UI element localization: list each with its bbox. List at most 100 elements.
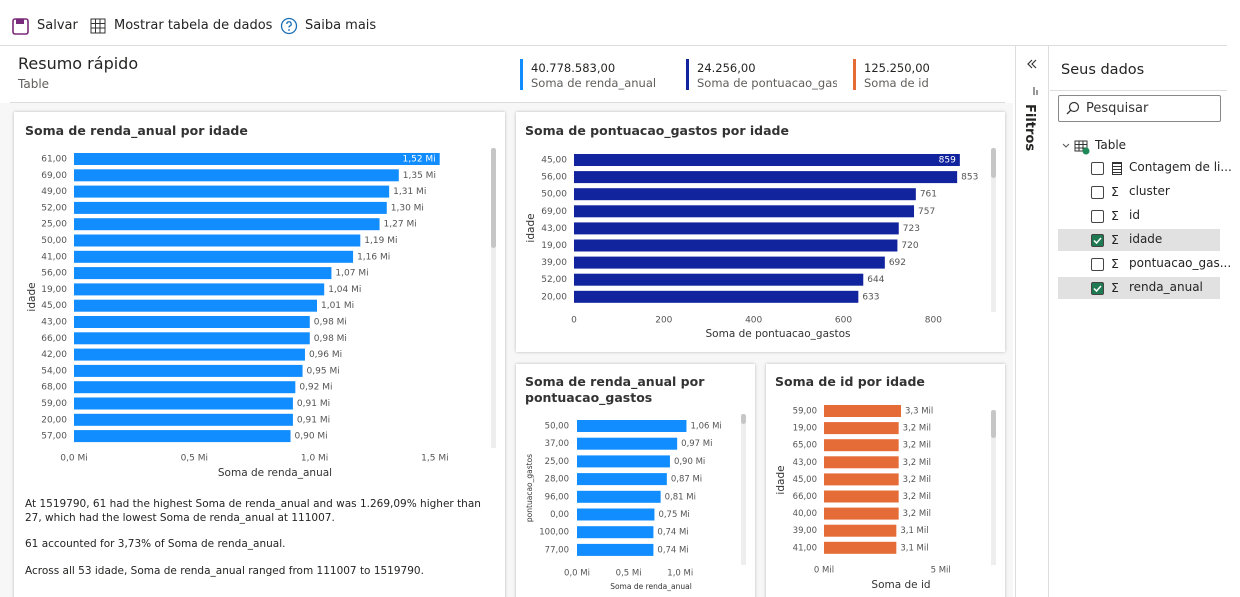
y-tick-label: 59,00: [793, 407, 817, 417]
bar: [74, 234, 361, 247]
table-node-icon[interactable]: [1061, 139, 1093, 155]
divider: [1050, 90, 1227, 91]
y-tick-label: 57,00: [41, 432, 67, 442]
table-icon[interactable]: [90, 18, 106, 34]
table-node[interactable]: Table: [1095, 138, 1127, 152]
field-name[interactable]: pontuacao_gas...: [1129, 256, 1232, 270]
checkbox[interactable]: [1091, 210, 1104, 223]
x-tick-label: 1,5 Mi: [421, 454, 448, 464]
search-box[interactable]: [1058, 95, 1221, 122]
checkbox[interactable]: [1091, 258, 1104, 271]
bar: [574, 171, 958, 184]
kpi-label: Soma de id: [864, 76, 929, 90]
checkbox[interactable]: [1091, 186, 1104, 199]
y-tick-label: 45,00: [41, 301, 67, 311]
checkbox[interactable]: [1091, 162, 1104, 175]
y-tick-label: 50,00: [41, 236, 67, 246]
field-icon: Σ: [1111, 208, 1119, 223]
narrative: 61 accounted for 3,73% of Soma de renda_…: [25, 538, 286, 550]
field-name[interactable]: renda_anual: [1129, 280, 1203, 294]
y-tick-label: 65,00: [793, 441, 817, 451]
help-icon[interactable]: [280, 17, 298, 35]
bar: [824, 422, 899, 435]
x-tick-label: 200: [655, 316, 672, 326]
scrollbar-thumb: [491, 148, 496, 248]
data-label: 644: [867, 275, 884, 285]
bar: [824, 405, 901, 417]
search-icon: [1066, 101, 1080, 115]
x-axis-title: Soma de renda_anual: [218, 467, 332, 479]
bar: [574, 154, 960, 166]
y-tick-label: 68,00: [41, 383, 67, 393]
x-tick-label: 400: [745, 316, 762, 326]
search-placeholder[interactable]: Pesquisar: [1086, 101, 1149, 116]
collapse-icon[interactable]: [1026, 58, 1038, 70]
y-tick-label: 41,00: [41, 252, 67, 262]
filters-label[interactable]: Filtros: [1022, 104, 1037, 152]
save-button[interactable]: Salvar: [37, 18, 78, 33]
field-name[interactable]: Contagem de li...: [1129, 160, 1232, 174]
data-label: 0,98 Mi: [314, 318, 347, 328]
bar: [74, 397, 293, 410]
bar: [824, 473, 899, 486]
data-label: 1,07 Mi: [335, 269, 368, 279]
bar: [74, 267, 332, 280]
data-label: 633: [862, 292, 879, 302]
data-label: 0,74 Mi: [657, 528, 688, 538]
field-name[interactable]: idade: [1129, 232, 1163, 246]
bar: [74, 413, 293, 426]
data-label: 761: [920, 190, 937, 200]
kpi-bar: [686, 59, 689, 90]
y-tick-label: 69,00: [541, 207, 567, 217]
x-tick-label: 0,5 Mi: [181, 454, 208, 464]
field-name[interactable]: cluster: [1129, 184, 1170, 198]
bar: [824, 490, 899, 503]
data-label: 692: [889, 258, 906, 268]
kpi-label: Soma de pontuacao_gastos: [697, 76, 837, 90]
y-tick-label: 52,00: [41, 203, 67, 213]
x-axis-title: Soma de pontuacao_gastos: [706, 328, 851, 340]
page-subtitle: Table: [18, 77, 50, 91]
y-tick-label: 45,00: [541, 156, 567, 166]
y-tick-label: 100,00: [539, 528, 569, 538]
data-label: 3,2 Mil: [903, 492, 931, 502]
x-tick-label: 0 Mil: [814, 566, 834, 576]
bar: [574, 290, 859, 303]
field-name[interactable]: id: [1129, 208, 1140, 222]
y-tick-label: 66,00: [41, 334, 67, 344]
field-icon: Σ: [1111, 232, 1119, 247]
y-tick-label: 20,00: [41, 415, 67, 425]
bar: [577, 508, 655, 521]
y-tick-label: 28,00: [545, 475, 569, 485]
save-icon[interactable]: [12, 18, 29, 35]
bar: [74, 283, 325, 296]
checkbox[interactable]: [1091, 234, 1104, 247]
data-label: 1,01 Mi: [321, 301, 354, 311]
checkbox[interactable]: [1091, 282, 1104, 295]
y-tick-label: 45,00: [793, 475, 817, 485]
bar: [574, 256, 885, 269]
bar: [74, 153, 440, 165]
y-tick-label: 43,00: [41, 318, 67, 328]
scrollbar-track: [991, 410, 996, 565]
data-label: 0,90 Mi: [295, 432, 328, 442]
bar: [577, 490, 661, 503]
show-table-button[interactable]: Mostrar tabela de dados: [114, 18, 273, 33]
y-axis-title: pontuacao_gastos: [525, 454, 534, 522]
filter-icon[interactable]: [1032, 86, 1040, 96]
y-tick-label: 69,00: [41, 171, 67, 181]
bar: [574, 273, 864, 286]
calc-icon: [1112, 162, 1122, 175]
bar: [577, 526, 654, 539]
data-label: 0,91 Mi: [297, 399, 330, 409]
scrollbar-track: [991, 148, 996, 312]
bar: [74, 381, 296, 394]
kpi-label: Soma de renda_anual: [531, 76, 657, 90]
data-label: 1,52 Mi: [403, 155, 436, 165]
bar: [824, 541, 897, 554]
bar: [577, 455, 670, 468]
data-label: 1,04 Mi: [328, 285, 361, 295]
learn-more-button[interactable]: Saiba mais: [305, 18, 377, 33]
